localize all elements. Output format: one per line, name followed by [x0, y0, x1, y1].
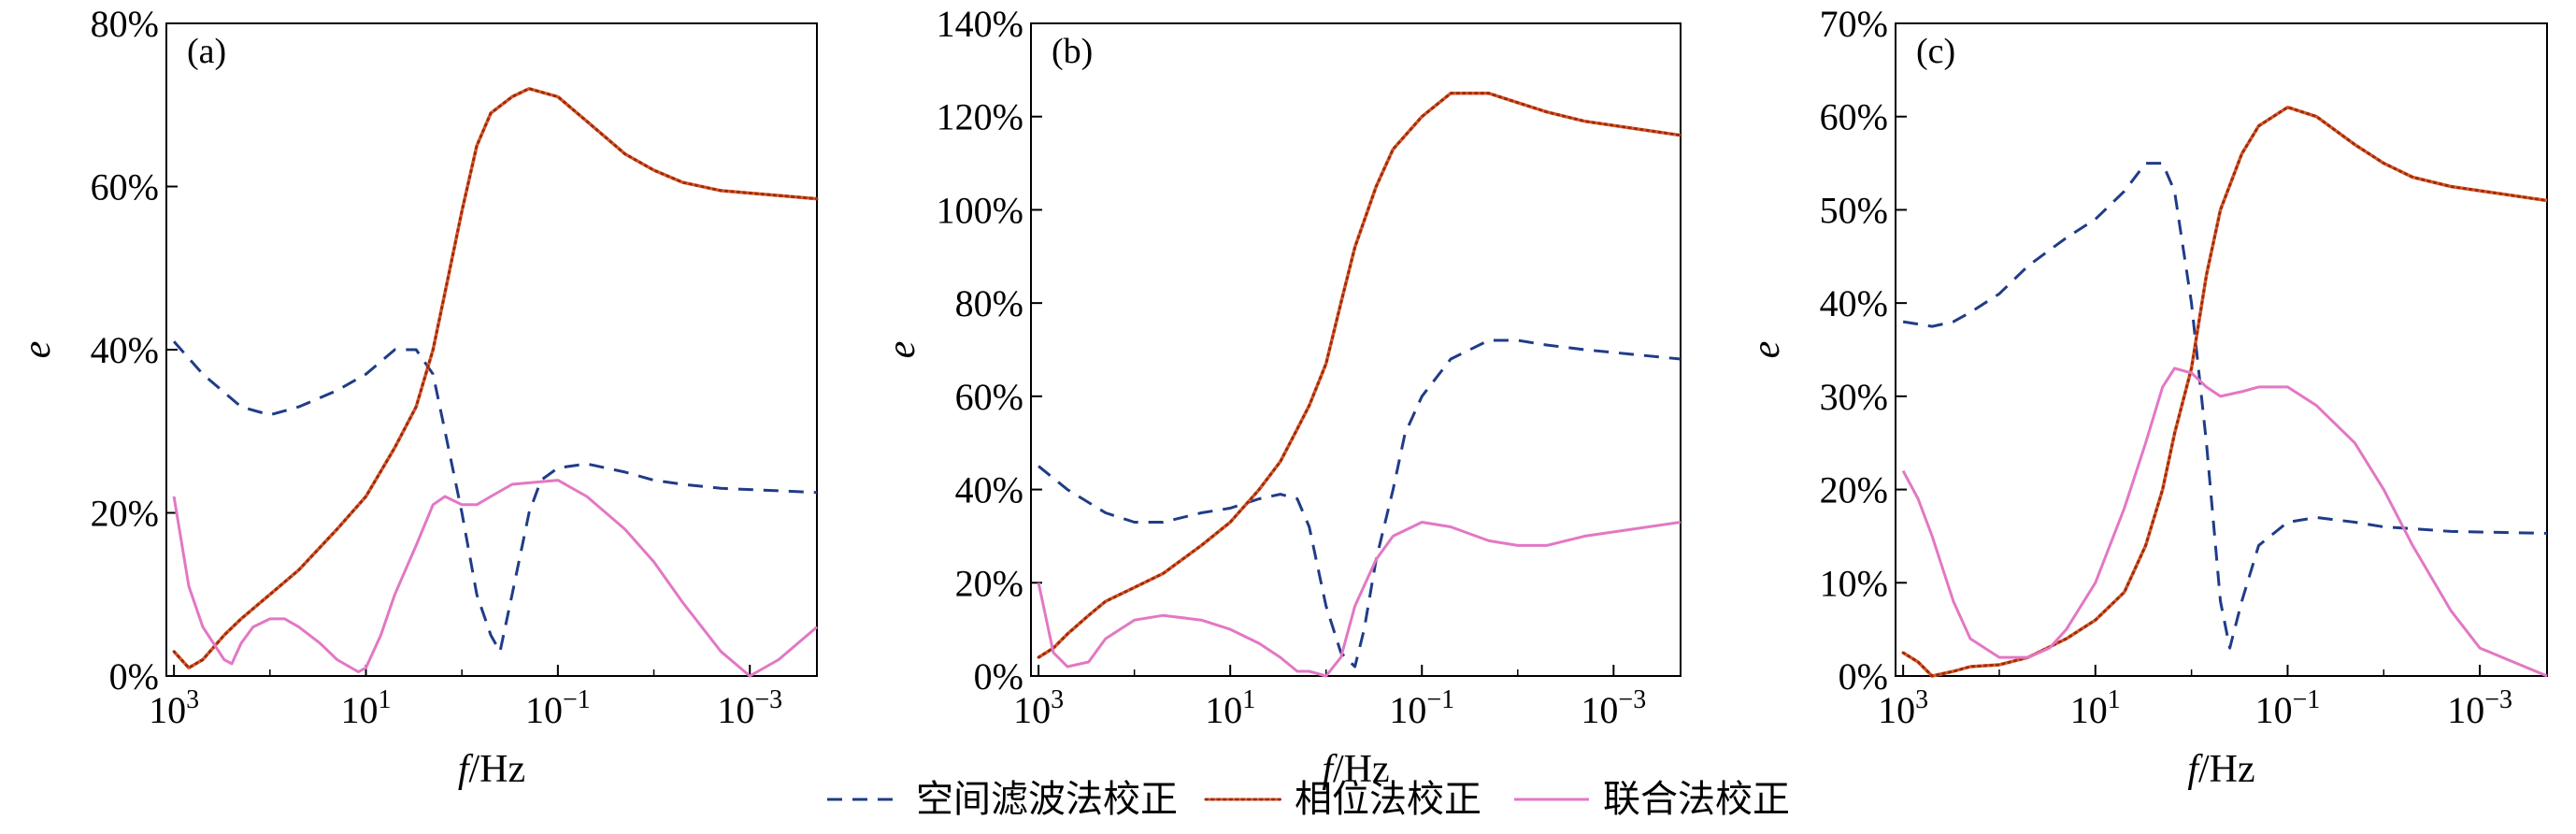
x-tick-label: 101 [1205, 685, 1255, 731]
x-axis-label: f/Hz [458, 748, 525, 791]
x-tick-label: 10−1 [2255, 685, 2321, 731]
x-tick-label: 10−1 [525, 685, 591, 731]
chart-panel-b: 0% 20% 40% 60% 80% 100% 120% 140% 103 101 10−1 10−3… [880, 3, 1682, 791]
y-axis-label: e [16, 341, 59, 359]
series-line-3 [1037, 521, 1682, 678]
y-axis-label: e [1745, 341, 1788, 359]
y-tick-label: 140% [937, 3, 1023, 45]
y-tick-label: 50% [1820, 189, 1888, 231]
legend-label: 联合法校正 [1603, 778, 1790, 821]
x-tick-label: 101 [340, 685, 391, 731]
y-tick-label: 40% [955, 469, 1023, 511]
series-line-2 [1038, 92, 1682, 659]
y-tick-label: 0% [974, 655, 1023, 697]
x-tick-label: 103 [1013, 685, 1064, 731]
series-line-2 [172, 87, 818, 670]
series-line-1 [1038, 338, 1682, 669]
plot-frame [1895, 22, 2548, 677]
y-tick-label: 60% [1820, 96, 1888, 138]
series-line-3 [172, 479, 818, 678]
series-markers-2 [1901, 106, 2549, 678]
legend-label: 空间滤波法校正 [916, 778, 1178, 821]
panel-label: (c) [1916, 32, 1955, 71]
y-tick-label: 120% [937, 96, 1023, 138]
legend: 空间滤波法校正 相位法校正 联合法校正 [827, 778, 1790, 821]
x-tick-label: 101 [2070, 685, 2121, 731]
y-tick-label: 70% [1820, 3, 1888, 45]
y-tick-label: 30% [1820, 376, 1888, 418]
x-tick-label: 103 [149, 685, 199, 731]
chart-panel-c: 0% 10% 20% 30% 40% 50% 60% 70% 103 101 10−1 10−3 (c)… [1745, 3, 2549, 791]
y-tick-label: 0% [1839, 655, 1888, 697]
panel-label: (b) [1052, 32, 1093, 71]
series-line-2 [1902, 105, 2548, 678]
y-tick-label: 80% [955, 282, 1023, 324]
y-tick-label: 40% [1820, 282, 1888, 324]
legend-item-3: 联合法校正 [1514, 778, 1790, 821]
series-markers-2 [172, 87, 819, 670]
x-tick-label: 10−3 [2447, 685, 2512, 731]
x-axis-label: f/Hz [1322, 748, 1389, 791]
y-tick-label: 60% [955, 376, 1023, 418]
y-axis-label: e [880, 341, 923, 359]
y-tick-label: 40% [91, 329, 159, 371]
legend-item-2: 相位法校正 [1204, 778, 1481, 821]
x-tick-label: 10−1 [1389, 685, 1454, 731]
plot-frame [165, 22, 818, 677]
series-line-1 [1902, 162, 2548, 650]
panel-label: (a) [187, 32, 226, 71]
series-markers-2 [1037, 92, 1682, 659]
y-tick-label: 60% [91, 166, 159, 208]
legend-item-1: 空间滤波法校正 [827, 778, 1178, 821]
x-axis-label: f/Hz [2187, 748, 2254, 791]
x-tick-label: 10−3 [717, 685, 782, 731]
plot-frame [1030, 22, 1682, 677]
y-tick-label: 10% [1820, 562, 1888, 604]
y-tick-label: 0% [109, 655, 159, 697]
x-tick-label: 10−3 [1581, 685, 1646, 731]
y-tick-label: 80% [91, 3, 159, 45]
legend-label: 相位法校正 [1295, 778, 1481, 821]
series-line-3 [1901, 367, 2548, 678]
series-line-1 [172, 340, 818, 654]
y-tick-label: 20% [91, 493, 159, 535]
y-tick-label: 100% [937, 189, 1023, 231]
y-tick-label: 20% [955, 562, 1023, 604]
chart-panel-a: 0% 20% 40% 60% 80% 103 101 10−1 10−3 (a) e f/Hz [16, 3, 819, 791]
x-tick-label: 103 [1878, 685, 1928, 731]
y-tick-label: 20% [1820, 469, 1888, 511]
